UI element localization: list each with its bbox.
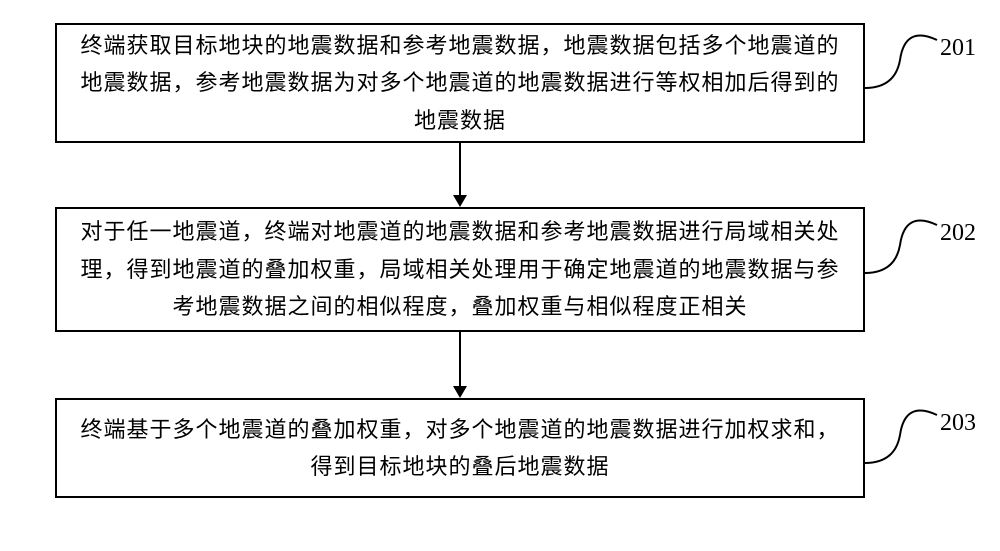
label-bracket-202 [865, 205, 940, 275]
arrow-line-1 [459, 143, 461, 195]
step-label-201: 201 [940, 35, 976, 62]
step-box-202: 对于任一地震道，终端对地震道的地震数据和参考地震数据进行局域相关处理，得到地震道… [55, 207, 865, 332]
step-label-202: 202 [940, 220, 976, 247]
step-box-203: 终端基于多个地震道的叠加权重，对多个地震道的地震数据进行加权求和，得到目标地块的… [55, 398, 865, 498]
step-label-203: 203 [940, 410, 976, 437]
label-bracket-203 [865, 395, 940, 465]
flowchart-canvas: 终端获取目标地块的地震数据和参考地震数据，地震数据包括多个地震道的地震数据，参考… [0, 0, 1000, 551]
arrow-line-2 [459, 332, 461, 386]
label-bracket-201 [865, 20, 940, 90]
step-box-201: 终端获取目标地块的地震数据和参考地震数据，地震数据包括多个地震道的地震数据，参考… [55, 23, 865, 143]
step-text-203: 终端基于多个地震道的叠加权重，对多个地震道的地震数据进行加权求和，得到目标地块的… [77, 411, 843, 486]
arrow-head-1 [453, 195, 467, 207]
step-text-201: 终端获取目标地块的地震数据和参考地震数据，地震数据包括多个地震道的地震数据，参考… [77, 27, 843, 139]
arrow-head-2 [453, 386, 467, 398]
step-text-202: 对于任一地震道，终端对地震道的地震数据和参考地震数据进行局域相关处理，得到地震道… [77, 213, 843, 325]
